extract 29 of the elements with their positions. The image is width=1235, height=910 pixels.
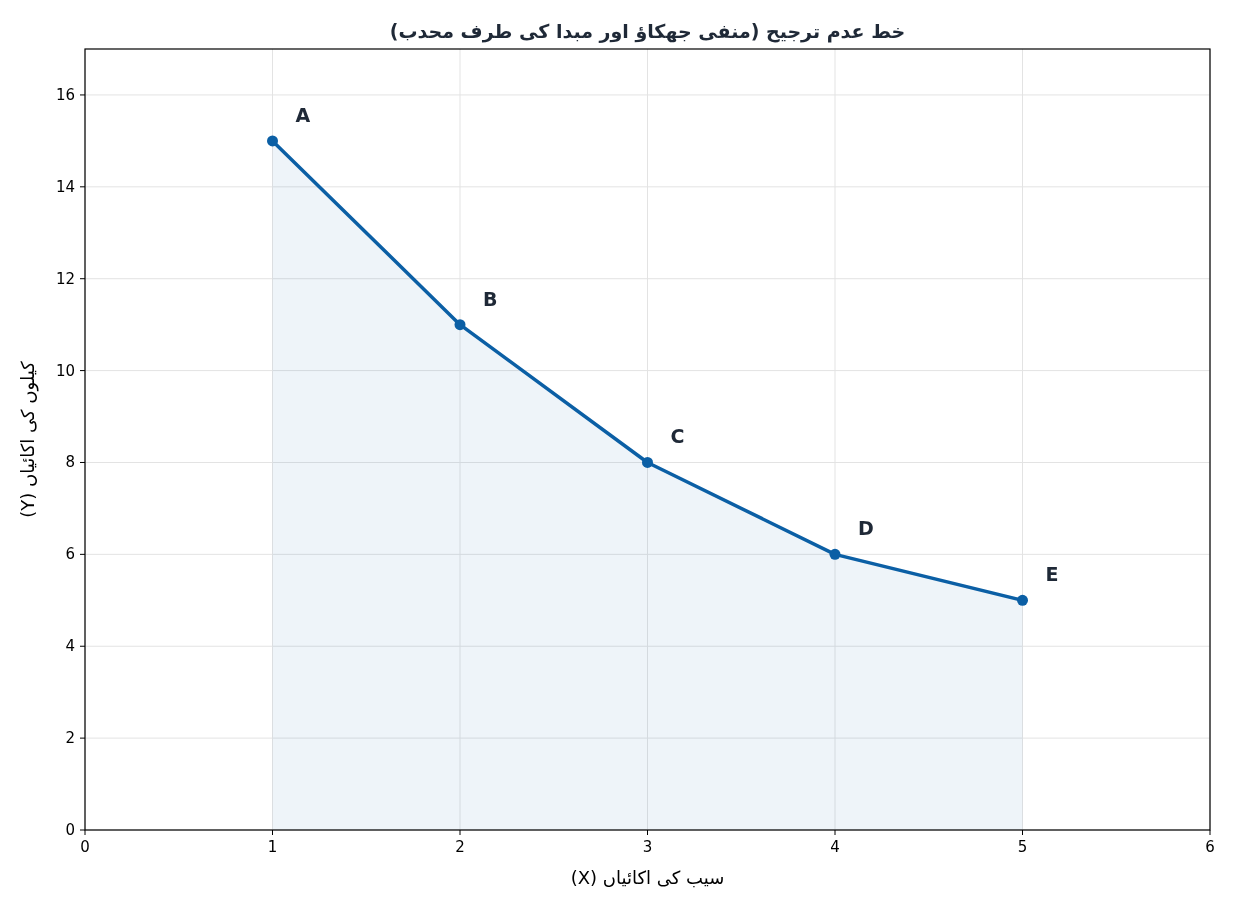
point — [642, 456, 653, 468]
annotation: C — [670, 425, 685, 448]
x-tick-label: 6 — [1205, 838, 1215, 856]
annotation: A — [295, 103, 311, 126]
chart-title: خط عدم ترجیح (منفی جھکاؤ اور مبدا کی طرف محدب) — [389, 20, 906, 43]
y-tick-label: 4 — [65, 637, 75, 656]
y-tick-label: 16 — [55, 85, 75, 104]
x-tick-label: 1 — [267, 838, 278, 856]
annotation: B — [483, 287, 498, 310]
y-axis-title: کیلوں کی اکائیاں (Y) — [17, 360, 39, 518]
x-tick-label: 4 — [830, 838, 840, 856]
y-tick-label: 12 — [55, 269, 75, 288]
x-tick-label: 5 — [1017, 838, 1028, 856]
y-tick-label: 0 — [65, 821, 75, 839]
point — [267, 135, 278, 147]
y-tick-label: 8 — [65, 453, 75, 472]
y-tick-label: 6 — [65, 545, 75, 564]
x-tick-label: 0 — [80, 838, 90, 856]
y-tick-label: 10 — [55, 361, 75, 380]
y-tick-label: 2 — [65, 729, 75, 748]
point — [454, 319, 466, 331]
annotation: E — [1045, 563, 1059, 586]
x-tick-label: 2 — [455, 838, 465, 856]
y-tick-label: 14 — [55, 177, 75, 196]
annotation: D — [858, 517, 874, 540]
x-axis-title: سیب کی اکائیاں (X) — [570, 867, 725, 888]
point — [1017, 594, 1028, 606]
point — [829, 548, 841, 560]
x-tick-label: 3 — [642, 838, 653, 856]
